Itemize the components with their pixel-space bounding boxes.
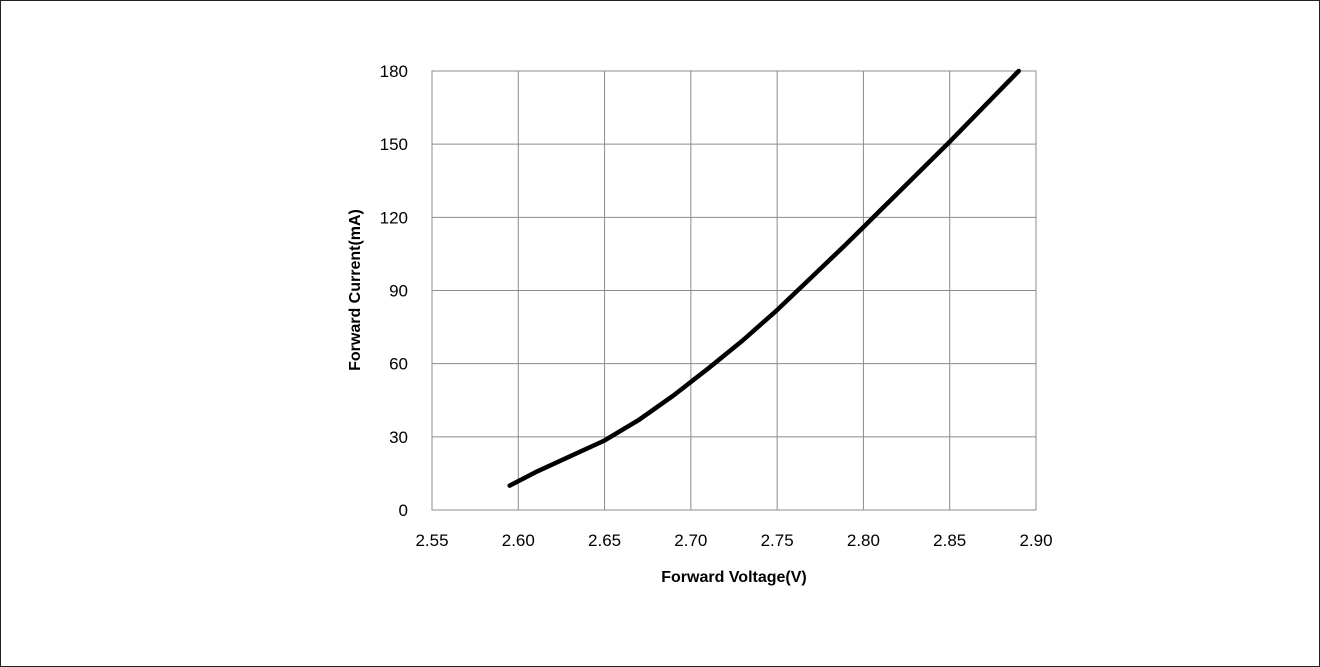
y-tick-label: 60 — [389, 355, 408, 374]
y-tick-label: 120 — [380, 208, 408, 227]
x-tick-labels: 2.55 2.60 2.65 2.70 2.75 2.80 2.85 2.90 — [415, 531, 1052, 550]
x-tick-label: 2.85 — [933, 531, 966, 550]
y-tick-labels: 0 30 60 90 120 150 180 — [380, 62, 408, 520]
x-tick-label: 2.55 — [415, 531, 448, 550]
y-tick-label: 180 — [380, 62, 408, 81]
x-tick-label: 2.90 — [1019, 531, 1052, 550]
x-tick-label: 2.65 — [588, 531, 621, 550]
y-tick-label: 0 — [399, 501, 408, 520]
y-axis-title: Forward Current(mA) — [347, 209, 364, 371]
x-axis-title: Forward Voltage(V) — [661, 569, 807, 586]
y-tick-label: 90 — [389, 282, 408, 301]
y-tick-label: 150 — [380, 135, 408, 154]
x-tick-label: 2.75 — [761, 531, 794, 550]
x-tick-label: 2.60 — [502, 531, 535, 550]
x-tick-label: 2.70 — [674, 531, 707, 550]
x-tick-label: 2.80 — [847, 531, 880, 550]
forward-current-curve — [507, 68, 1021, 488]
grid — [431, 70, 1037, 511]
y-tick-label: 30 — [389, 428, 408, 447]
plot-area — [431, 70, 1037, 511]
